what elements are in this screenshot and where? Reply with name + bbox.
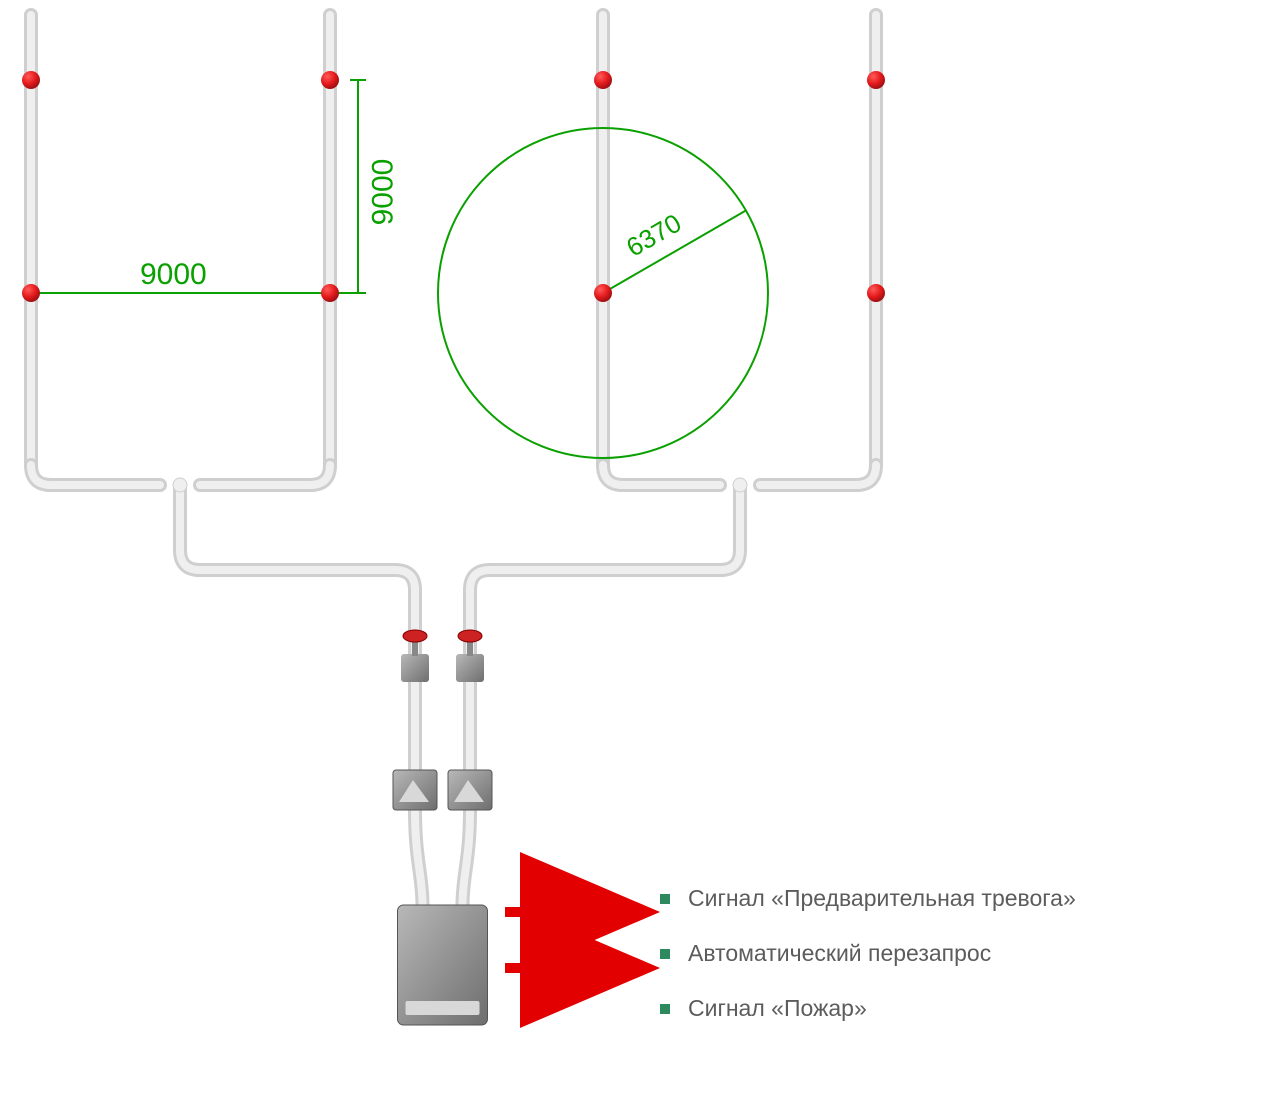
diagram-canvas: 9000 9000 6370 Сигнал «Предварительная т…: [0, 0, 1282, 1104]
signal-legend: Сигнал «Предварительная тревога» Автомат…: [660, 885, 1076, 1022]
dimension-horizontal-label: 9000: [140, 258, 207, 292]
legend-item: Сигнал «Пожар»: [660, 995, 1076, 1022]
bullet-icon: [660, 949, 670, 959]
legend-text: Сигнал «Пожар»: [688, 995, 867, 1022]
pipe-network-svg: [0, 0, 1282, 1104]
bullet-icon: [660, 894, 670, 904]
bullet-icon: [660, 1004, 670, 1014]
arrow-group: [505, 912, 640, 968]
legend-text: Сигнал «Предварительная тревога»: [688, 885, 1076, 912]
legend-item: Автоматический перезапрос: [660, 940, 1076, 967]
device-group: [393, 630, 492, 1025]
dimension-vertical-label: 9000: [366, 159, 400, 226]
legend-item: Сигнал «Предварительная тревога»: [660, 885, 1076, 912]
legend-text: Автоматический перезапрос: [688, 940, 991, 967]
